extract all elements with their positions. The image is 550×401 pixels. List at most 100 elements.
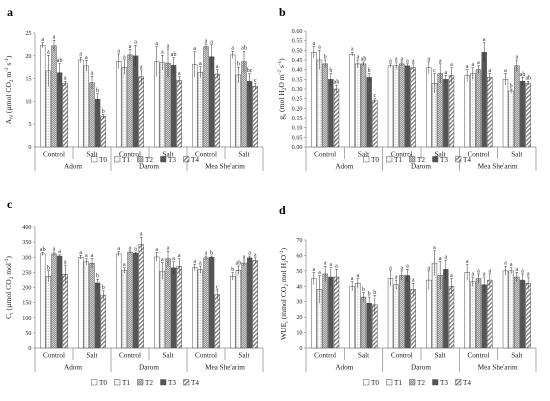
bar-t3 [132,253,139,349]
legend-swatch-t0 [91,156,98,163]
bar-t3 [481,52,487,148]
cultivar-label: Adom [64,163,82,171]
condition-label: Control [468,151,490,159]
significance-letter: c [216,284,219,290]
legend-swatch-t3 [160,156,167,163]
cultivar-label: Mea She'arim [205,364,245,372]
condition-label: Control [391,151,413,159]
cultivar-label: Mea She'arim [478,364,518,372]
legend-swatch-t0 [363,156,370,163]
bar-t1 [235,270,242,349]
legend-swatch-t2 [409,379,416,386]
significance-letter: a [412,278,415,284]
bar-t0 [78,59,84,148]
legend: T0 T1 T2 T3 T4 [363,379,471,387]
cultivar-label: Darom [411,163,431,171]
bar-t2 [51,253,57,349]
significance-letter: a [356,273,359,279]
cultivar-label: Adom [335,163,353,171]
legend-swatch-t4 [183,379,190,386]
condition-label: Salt [86,151,97,159]
bar-t3 [132,55,139,148]
significance-letter: a [406,264,409,270]
significance-letter: a [351,47,354,53]
significance-letter: a [445,254,448,260]
y-axis-title-part: C [4,314,13,319]
bar-t2 [241,262,247,349]
bar-t4 [176,266,182,349]
significance-letter: a [318,270,321,276]
legend-swatch-t0 [363,379,370,386]
legend-label: T1 [122,379,130,387]
bar-t3 [328,79,334,148]
y-axis-title-part: 2 [282,87,288,90]
panel-letter: d [279,203,286,217]
bar-t2 [127,54,133,148]
legend-swatch-t4 [183,156,190,163]
significance-letter: a [155,41,158,47]
bar-t0 [349,53,355,148]
bar-t0 [192,267,198,349]
bar-t4 [487,77,493,148]
significance-letter: a [412,58,415,64]
y-tick-label: 0 [28,345,31,352]
legend-label: T3 [440,156,448,164]
bar-t1 [197,71,204,148]
significance-letter: a [389,58,392,64]
panel-letter: a [7,5,13,19]
bar-t2 [399,275,405,349]
bar-t1 [83,65,90,148]
y-tick-label: 0.35 [292,76,303,83]
y-tick-label: 70 [296,237,302,244]
condition-label: Salt [238,151,249,159]
legend-swatch-t1 [114,379,121,386]
y-axis-title-part: -2 [277,70,283,75]
significance-letter: a [193,46,196,52]
legend-swatch-t1 [386,379,393,386]
significance-letter: b [329,68,332,74]
significance-letter: a [445,70,448,76]
bar-t0 [464,272,470,349]
significance-letter: a [53,247,56,253]
condition-label: Control [119,352,141,360]
significance-letter: ab [57,58,63,64]
bar-t0 [464,75,470,148]
significance-letter: ab [171,52,177,58]
y-tick-label: 10 [25,98,31,105]
significance-letter: b [231,267,234,273]
significance-letter: a [205,250,208,256]
condition-label: Salt [358,151,369,159]
legend-swatch-t2 [137,156,144,163]
legend-label: T3 [168,156,176,164]
bar-t0 [230,54,236,148]
y-axis-title-part: N [9,115,15,119]
panel-b: b 0.00 0.05 0.10 0.15 0.20 0.25 0.30 0.35 0.40 0.4… [277,5,537,171]
significance-letter: a [450,273,453,279]
bar-t2 [127,251,133,349]
bar-t1 [159,62,166,148]
significance-letter: b [510,83,513,89]
bar-t0 [40,45,46,148]
y-axis-title-part: 2 [9,276,15,279]
y-tick-label: 60 [296,252,302,259]
y-axis-title-part: s [277,65,286,70]
significance-letter: a [400,265,403,271]
condition-label: Salt [162,352,173,360]
legend-swatch-t4 [455,156,462,163]
bar-t3 [443,269,449,349]
bar-t1 [121,66,128,148]
legend-swatch-t0 [91,379,98,386]
significance-letter: c [374,93,377,99]
y-axis-title: Ci (µmol CO2 mol-1) [4,256,15,319]
y-axis-title: gs (mol H2O m-2 s-1) [277,58,288,120]
bar-t4 [487,279,493,349]
legend-swatch-t2 [409,156,416,163]
significance-letter: a [199,260,202,266]
legend-label: T2 [145,156,153,164]
significance-letter: b [368,68,371,74]
bar-t4 [448,286,455,349]
bar-t3 [404,65,411,148]
legend-label: T0 [99,156,107,164]
bar-t3 [366,303,372,349]
